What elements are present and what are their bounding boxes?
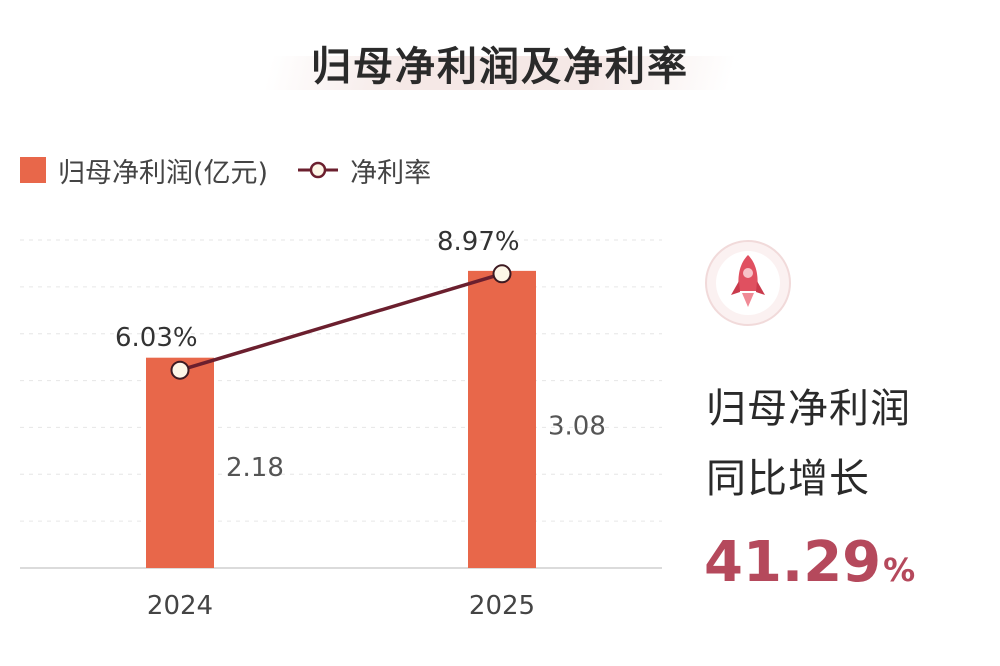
rocket-icon <box>705 240 791 326</box>
line-point <box>492 264 512 284</box>
line-point <box>170 360 190 380</box>
kpi-value-unit: % <box>883 551 916 589</box>
x-tick-label: 2024 <box>147 591 213 621</box>
kpi-label-line1: 归母净利润 <box>706 386 911 432</box>
legend-line-icon <box>298 161 339 179</box>
legend-line-label: 净利率 <box>350 157 432 189</box>
bar-value-label: 3.08 <box>548 411 606 441</box>
bar-2024 <box>146 357 214 568</box>
kpi-label-line2: 同比增长 <box>706 456 870 502</box>
line-value-label: 8.97% <box>437 227 520 257</box>
chart-title: 归母净利润及净利率 <box>311 44 689 90</box>
line-value-label: 6.03% <box>115 323 198 353</box>
x-tick-label: 2025 <box>469 591 535 621</box>
bar-value-label: 2.18 <box>226 453 284 483</box>
legend-bar-swatch <box>20 157 46 183</box>
kpi-growth-value: 41.29% <box>704 530 915 595</box>
bar-2025 <box>468 270 536 568</box>
legend: 归母净利润(亿元) 净利率 <box>20 150 431 190</box>
legend-bar-label: 归母净利润(亿元) <box>58 157 269 189</box>
kpi-value-number: 41.29 <box>704 530 882 595</box>
net-margin-line <box>179 272 503 372</box>
